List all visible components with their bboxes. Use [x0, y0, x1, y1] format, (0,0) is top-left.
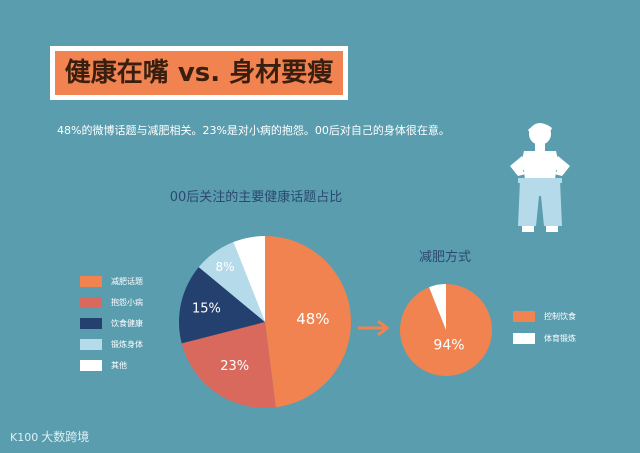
- chart1-legend-swatch: [80, 318, 102, 329]
- chart2-slice-1: [429, 284, 446, 330]
- chart1-legend-item: 抱怨小病: [80, 297, 143, 308]
- chart1-legend-swatch: [80, 297, 102, 308]
- chart1-legend-label: 饮食健康: [111, 319, 143, 328]
- chart1-legend-item: 饮食健康: [80, 318, 143, 329]
- title-banner: 健康在嘴 vs. 身材要瘦: [50, 46, 348, 100]
- chart1-legend-swatch: [80, 276, 102, 287]
- logo-text: 大数跨境: [41, 430, 90, 444]
- chart2-legend-swatch: [513, 333, 535, 344]
- subtitle-text: 48%的微博话题与减肥相关。23%是对小病的抱怨。00后对自己的身体很在意。: [57, 124, 450, 137]
- chart2-legend-label: 控制饮食: [544, 312, 576, 321]
- chart2-slice-label-0: 94%: [433, 338, 464, 354]
- chart2-legend-label: 体育锻炼: [544, 334, 576, 343]
- chart1-legend-swatch: [80, 360, 102, 371]
- chart1-legend-label: 其他: [111, 361, 127, 370]
- chart1-slice-4: [233, 236, 265, 322]
- chart2-legend-item: 体育锻炼: [513, 333, 576, 344]
- logo-mark-icon: K100: [10, 431, 39, 444]
- person-loose-pants-icon: [510, 123, 570, 232]
- chart1-slice-label-3: 8%: [216, 260, 235, 274]
- brand-logo: K100 大数跨境: [10, 428, 89, 445]
- chart1-slice-label-2: 15%: [192, 301, 221, 316]
- page-title: 健康在嘴 vs. 身材要瘦: [55, 51, 343, 95]
- chart1-title: 00后关注的主要健康话题占比: [169, 190, 343, 205]
- chart1-legend-item: 减肥话题: [80, 276, 143, 287]
- chart1-slice-label-4: 6%: [245, 247, 258, 256]
- chart2-slice-0: [400, 284, 493, 376]
- chart2-slice-label-1: 6%: [433, 288, 446, 297]
- chart1-legend-swatch: [80, 339, 102, 350]
- chart1-legend-label: 抱怨小病: [111, 298, 143, 307]
- chart1-slice-label-0: 48%: [296, 310, 329, 328]
- chart1-slice-2: [179, 267, 265, 344]
- chart2-title: 减肥方式: [418, 250, 471, 265]
- chart1-slice-1: [181, 322, 276, 408]
- arrow-right-icon: [358, 319, 390, 337]
- chart1-legend-label: 锻炼身体: [111, 340, 143, 349]
- chart2-legend-item: 控制饮食: [513, 311, 576, 322]
- chart1-slice-label-1: 23%: [220, 359, 249, 374]
- chart2-legend-swatch: [513, 311, 535, 322]
- chart1-slice-3: [198, 242, 265, 322]
- chart1-legend-item: 其他: [80, 360, 127, 371]
- chart1-legend-item: 锻炼身体: [80, 339, 143, 350]
- chart1-legend-label: 减肥话题: [111, 277, 143, 286]
- chart1-slice-0: [265, 235, 352, 408]
